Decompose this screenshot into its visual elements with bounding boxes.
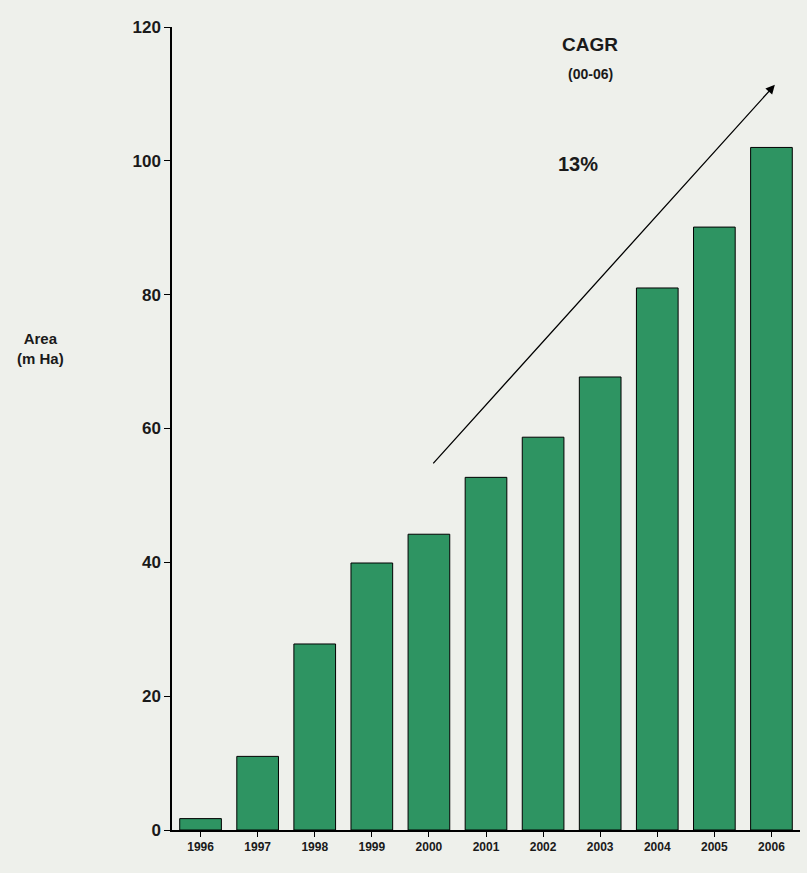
svg-text:2001: 2001: [473, 840, 500, 854]
svg-text:60: 60: [142, 419, 161, 438]
svg-text:2004: 2004: [644, 840, 671, 854]
svg-text:1997: 1997: [244, 840, 271, 854]
svg-text:CAGR: CAGR: [562, 34, 618, 55]
svg-text:1996: 1996: [187, 840, 214, 854]
svg-text:2006: 2006: [758, 840, 785, 854]
svg-text:1999: 1999: [358, 840, 385, 854]
svg-text:0: 0: [151, 821, 160, 840]
svg-text:120: 120: [132, 18, 160, 37]
svg-text:100: 100: [132, 152, 160, 171]
svg-text:20: 20: [142, 687, 161, 706]
svg-text:80: 80: [142, 286, 161, 305]
svg-text:2005: 2005: [701, 840, 728, 854]
svg-text:(00-06): (00-06): [568, 66, 613, 82]
svg-text:2000: 2000: [416, 840, 443, 854]
svg-text:Area(m Ha): Area(m Ha): [17, 330, 64, 367]
svg-text:13%: 13%: [558, 153, 598, 175]
svg-text:40: 40: [142, 553, 161, 572]
svg-text:2003: 2003: [587, 840, 614, 854]
svg-text:2002: 2002: [530, 840, 557, 854]
svg-text:1998: 1998: [301, 840, 328, 854]
